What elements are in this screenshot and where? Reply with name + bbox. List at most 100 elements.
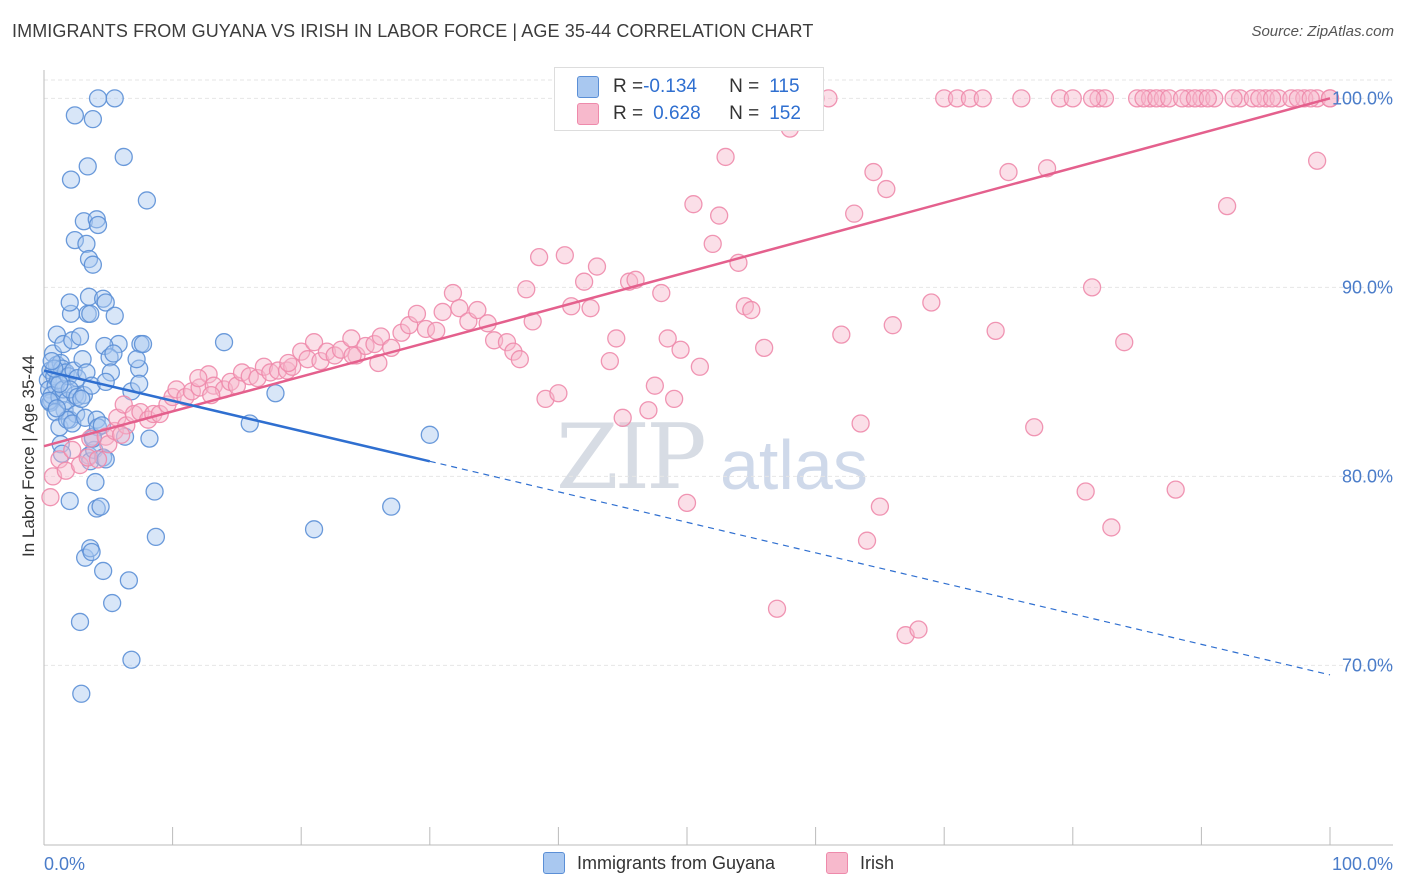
irish-point (832, 325, 851, 344)
irish-point (671, 340, 690, 359)
guyana-point (96, 450, 115, 469)
source-credit: Source: ZipAtlas.com (1251, 23, 1394, 40)
irish-point (41, 488, 60, 507)
irish-point (468, 300, 487, 320)
guyana-point (60, 491, 79, 511)
x-tick-label: 100.0% (1332, 854, 1393, 874)
legend-label-guyana: Immigrants from Guyana (577, 852, 776, 873)
irish-point (1134, 89, 1153, 108)
irish-point (1243, 89, 1262, 108)
irish-point (371, 327, 391, 346)
legend-label-irish: Irish (860, 852, 895, 873)
guyana-point (86, 472, 105, 492)
irish-point (973, 89, 992, 108)
guyana-point (146, 527, 166, 547)
guyana-point (83, 255, 103, 274)
guyana-point (101, 363, 121, 382)
irish-point (581, 299, 600, 318)
irish-point (63, 440, 82, 460)
irish-point (1140, 89, 1160, 108)
stats-legend: R = -0.134 N = 115 R = 0.628 N = 152 (554, 67, 824, 131)
irish-point (883, 316, 902, 335)
irish-point (716, 147, 735, 167)
irish-point (851, 414, 870, 433)
irish-point (1262, 89, 1282, 108)
guyana-point (304, 520, 324, 539)
irish-point (443, 283, 463, 303)
irish-point (935, 89, 954, 108)
irish-point (1224, 89, 1243, 108)
chart-title: IMMIGRANTS FROM GUYANA VS IRISH IN LABOR… (12, 21, 814, 41)
guyana-point (103, 593, 122, 613)
guyana-point (133, 334, 153, 354)
guyana-point (50, 374, 69, 393)
guyana-point (81, 304, 100, 323)
irish-point (1082, 278, 1102, 297)
guyana-point (145, 482, 164, 501)
irish-point (767, 599, 787, 618)
irish-point (427, 321, 446, 341)
irish-point (1250, 89, 1269, 108)
guyana-point (420, 425, 439, 444)
irish-point (1185, 89, 1205, 108)
legend-swatch-irish (577, 103, 599, 125)
irish-point (279, 353, 298, 373)
irish-point (1102, 518, 1121, 537)
irish-point (1115, 333, 1134, 352)
n-label: N = (729, 76, 760, 97)
y-tick-label: 90.0% (1342, 277, 1393, 297)
irish-point (70, 455, 90, 475)
n-value: 152 (769, 103, 801, 124)
guyana-point (61, 170, 81, 189)
irish-point (845, 204, 864, 223)
irish-point (1198, 89, 1217, 108)
irish-point (407, 304, 427, 323)
irish-point (1012, 89, 1031, 108)
guyana-point (91, 497, 110, 516)
irish-point (392, 323, 411, 342)
legend-item-irish[interactable]: Irish (826, 852, 894, 874)
guyana-point (65, 230, 85, 250)
y-tick-label: 100.0% (1332, 88, 1393, 108)
guyana-point (88, 215, 108, 235)
irish-point (870, 497, 890, 516)
guyana-point (382, 497, 401, 516)
irish-point (1166, 480, 1185, 499)
irish-point (909, 620, 928, 639)
guyana-point (65, 106, 85, 125)
irish-point (658, 329, 677, 348)
guyana-point (140, 429, 159, 448)
irish-point (433, 302, 452, 322)
guyana-point (104, 344, 123, 363)
irish-point (755, 338, 774, 358)
irish-point (497, 333, 517, 352)
irish-point (664, 389, 684, 409)
guyana-point (127, 350, 146, 369)
irish-point (1095, 89, 1115, 108)
irish-point (189, 368, 208, 388)
irish-point (1307, 151, 1327, 170)
irish-point (1160, 89, 1179, 108)
y-tick-label: 80.0% (1342, 466, 1393, 486)
n-value: 115 (769, 76, 800, 97)
guyana-point (109, 334, 128, 354)
irish-point (742, 300, 761, 320)
irish-point (639, 401, 658, 420)
irish-point (1217, 196, 1237, 216)
irish-point (652, 283, 671, 303)
irish-point (613, 408, 632, 427)
legend-item-guyana[interactable]: Immigrants from Guyana (543, 852, 775, 874)
irish-point (1282, 89, 1301, 108)
guyana-point (130, 374, 149, 393)
trend-line-irish (43, 97, 1331, 448)
irish-point (857, 531, 877, 550)
legend-swatch-irish (826, 852, 848, 874)
irish-point (710, 206, 729, 225)
guyana-point (114, 147, 133, 167)
guyana-point (88, 89, 108, 108)
guyana-point (72, 389, 91, 409)
series-guyana-points (38, 89, 439, 703)
irish-point (549, 384, 568, 403)
guyana-point (87, 410, 106, 429)
